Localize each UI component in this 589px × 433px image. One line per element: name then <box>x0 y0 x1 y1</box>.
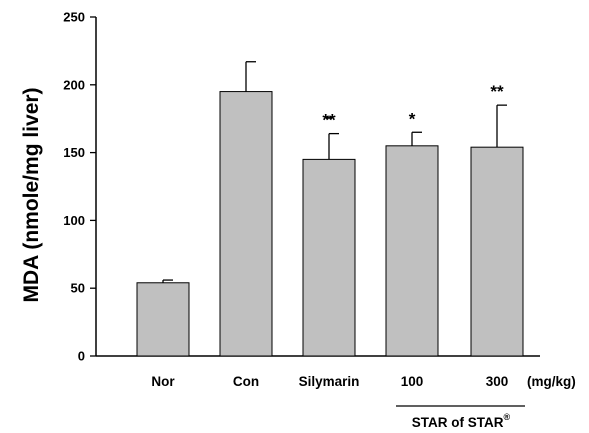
significance-marker: ** <box>322 111 336 130</box>
x-category-label: Con <box>233 374 259 389</box>
x-category-label: 100 <box>401 374 424 389</box>
x-axis-labels: Nor Con Silymarin 100 300 <box>151 374 508 389</box>
bars <box>136 91 524 357</box>
bar-300 <box>470 146 524 357</box>
significance-marker: ** <box>490 82 504 101</box>
x-category-label: Silymarin <box>299 374 360 389</box>
significance-marker: * <box>409 109 416 128</box>
y-tick-label: 0 <box>78 349 85 364</box>
unit-label: (mg/kg) <box>527 374 576 389</box>
bar-con <box>219 91 273 357</box>
x-category-label: Nor <box>151 374 175 389</box>
y-tick-label: 100 <box>63 213 85 228</box>
y-tick-label: 150 <box>63 145 85 160</box>
group-label: STAR of STAR® <box>412 412 511 430</box>
significance-markers: ** *** <box>322 82 504 129</box>
y-axis-ticks: 0 50 100 150 200 250 <box>63 10 96 364</box>
x-category-label: 300 <box>486 374 509 389</box>
silymarin-dash-mark <box>324 116 334 119</box>
bar-nor <box>136 282 190 357</box>
y-tick-label: 50 <box>71 281 85 296</box>
error-bars <box>162 61 507 283</box>
bar-silymarin <box>302 158 356 357</box>
y-tick-label: 250 <box>63 10 85 25</box>
y-tick-label: 200 <box>63 77 85 92</box>
bar-100 <box>385 145 439 357</box>
y-axis-title: MDA (nmole/mg liver) <box>20 87 43 302</box>
